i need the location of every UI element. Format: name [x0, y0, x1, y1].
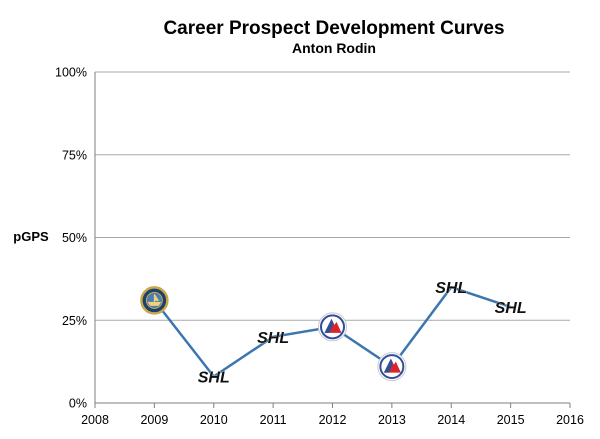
chart-subtitle: Anton Rodin — [292, 40, 376, 56]
x-tick-label: 2011 — [260, 413, 287, 427]
y-tick-label: 0% — [69, 397, 87, 411]
x-tick-label: 2013 — [378, 413, 406, 427]
x-tick-label: 2008 — [81, 413, 109, 427]
x-tick-label: 2012 — [319, 413, 347, 427]
ahl-logo-shape-blue — [324, 318, 334, 333]
team-logo-ship — [147, 294, 162, 306]
gridlines — [95, 71, 570, 321]
x-tick-label: 2010 — [200, 413, 228, 427]
shl-logo-icon: SHL — [435, 280, 467, 297]
shl-logo-icon: SHL — [198, 370, 230, 387]
shl-logo-icon: SHL — [495, 300, 527, 317]
x-tick-label: 2014 — [437, 413, 465, 427]
axes — [94, 72, 571, 408]
ahl-logo-shape-blue — [383, 358, 393, 373]
y-tick-label: 75% — [62, 148, 87, 162]
ahl-logo-icon — [318, 312, 347, 342]
y-axis-label: pGPS — [13, 229, 49, 244]
y-tick-label: 25% — [62, 314, 87, 328]
tick-labels: 0% 25% 50% 75% 100% 2008 2009 2010 2011 2012 2013 2… — [55, 66, 584, 428]
shl-logo-icon: SHL — [257, 330, 289, 347]
data-markers: SHL SHL SHL SHL — [140, 280, 527, 387]
x-tick-label: 2015 — [497, 413, 525, 427]
ahl-logo-icon — [377, 352, 407, 382]
chart-title: Career Prospect Development Curves — [163, 18, 504, 39]
x-tick-label: 2009 — [140, 413, 168, 427]
y-tick-label: 50% — [62, 231, 87, 245]
x-tick-label: 2016 — [556, 413, 584, 427]
team-logo-icon — [140, 286, 169, 315]
y-tick-label: 100% — [55, 66, 87, 80]
